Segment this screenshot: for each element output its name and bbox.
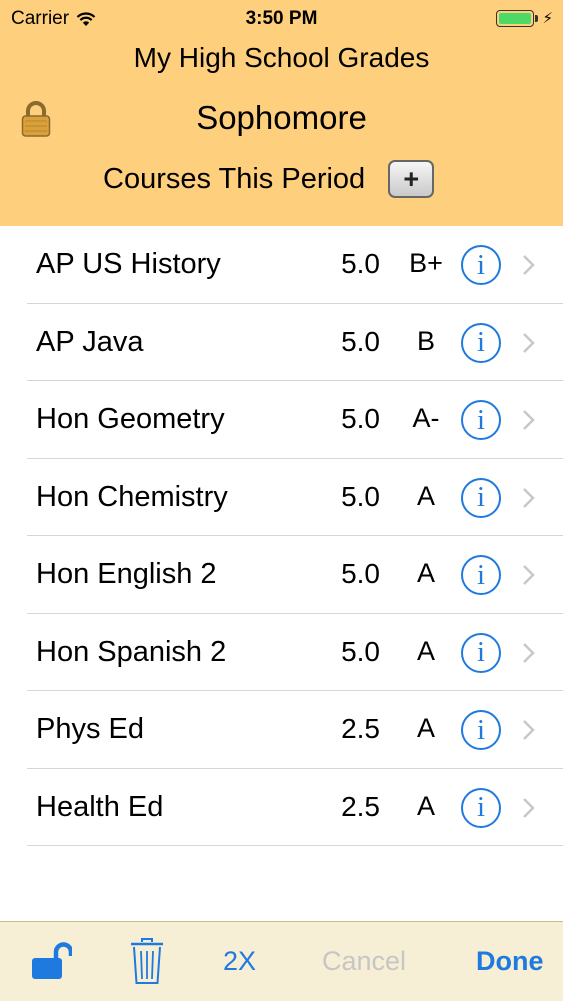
info-icon[interactable]: i	[461, 245, 501, 285]
course-name: Phys Ed	[36, 713, 144, 745]
course-grade: A	[416, 790, 435, 821]
chevron-right-icon	[523, 642, 535, 663]
trash-icon[interactable]	[129, 937, 165, 985]
course-credits: 2.5	[341, 790, 380, 822]
chevron-right-icon	[523, 255, 535, 275]
course-row[interactable]: Phys Ed 2.5 A i	[0, 691, 563, 769]
chevron-right-icon	[523, 720, 535, 740]
course-grade: A	[416, 480, 435, 511]
status-bar: Carrier 3:50 PM ⚡	[0, 0, 563, 38]
course-credits: 5.0	[341, 248, 380, 279]
app-title: My High School Grades	[133, 42, 430, 73]
chevron-right-icon	[523, 332, 535, 353]
multiplier-button[interactable]: 2X	[223, 946, 257, 976]
chevron-right-icon	[523, 487, 535, 508]
course-grade: B	[416, 325, 435, 356]
status-time: 3:50 PM	[245, 8, 318, 29]
course-name: Hon Geometry	[36, 403, 225, 435]
plus-icon: +	[403, 163, 420, 194]
course-credits: 5.0	[341, 480, 380, 512]
cancel-button: Cancel	[322, 946, 407, 976]
course-row[interactable]: Hon Geometry 5.0 A- i	[0, 381, 563, 459]
course-credits: 2.5	[341, 713, 380, 744]
add-course-button[interactable]: +	[388, 160, 435, 198]
bottom-toolbar: 2X Cancel Done	[0, 921, 563, 1001]
course-grade: A	[416, 713, 435, 743]
course-row[interactable]: AP US History 5.0 B+ i	[0, 226, 563, 304]
course-row[interactable]: Health Ed 2.5 A i	[0, 769, 563, 847]
course-row[interactable]: Hon English 2 5.0 A i	[0, 536, 563, 614]
info-icon[interactable]: i	[461, 477, 501, 518]
info-icon[interactable]: i	[461, 632, 501, 673]
course-grade: A	[416, 635, 435, 666]
courses-header-row: Courses This Period +	[103, 160, 435, 198]
header: Carrier 3:50 PM ⚡ My High School Grades …	[0, 0, 563, 226]
course-credits: 5.0	[341, 325, 380, 357]
info-icon[interactable]: i	[461, 787, 501, 828]
battery-icon	[496, 9, 535, 27]
course-credits: 5.0	[341, 635, 380, 667]
chevron-right-icon	[523, 410, 535, 430]
course-name: AP US History	[36, 248, 221, 280]
course-row[interactable]: Hon Chemistry 5.0 A i	[0, 459, 563, 537]
info-icon[interactable]: i	[461, 555, 501, 595]
info-icon[interactable]: i	[461, 710, 501, 750]
lock-icon[interactable]	[21, 101, 51, 137]
course-name: Hon English 2	[36, 558, 217, 590]
course-name: Hon Spanish 2	[36, 635, 227, 668]
course-name: Health Ed	[36, 790, 164, 823]
carrier-label: Carrier	[11, 8, 70, 29]
course-grade: A	[416, 558, 435, 588]
school-year-title: Sophomore	[196, 99, 367, 136]
course-row[interactable]: AP Java 5.0 B i	[0, 304, 563, 382]
course-row[interactable]: Hon Spanish 2 5.0 A i	[0, 614, 563, 692]
course-credits: 5.0	[341, 403, 380, 434]
battery-indicator: ⚡	[496, 9, 553, 27]
course-grade: A-	[412, 403, 440, 433]
wifi-icon	[76, 11, 96, 26]
info-icon[interactable]: i	[461, 400, 501, 440]
unlock-icon[interactable]	[28, 941, 72, 981]
course-list: AP US History 5.0 B+ i AP Java 5.0 B i H…	[0, 226, 563, 846]
course-name: AP Java	[36, 325, 144, 358]
course-grade: B+	[409, 248, 443, 278]
courses-label: Courses This Period	[103, 162, 366, 195]
course-credits: 5.0	[341, 558, 380, 589]
course-name: Hon Chemistry	[36, 480, 228, 513]
info-icon[interactable]: i	[461, 322, 501, 363]
carrier-info: Carrier	[11, 8, 96, 30]
charging-bolt-icon: ⚡	[542, 10, 553, 27]
chevron-right-icon	[523, 797, 535, 818]
chevron-right-icon	[523, 565, 535, 585]
done-button[interactable]: Done	[476, 946, 544, 976]
